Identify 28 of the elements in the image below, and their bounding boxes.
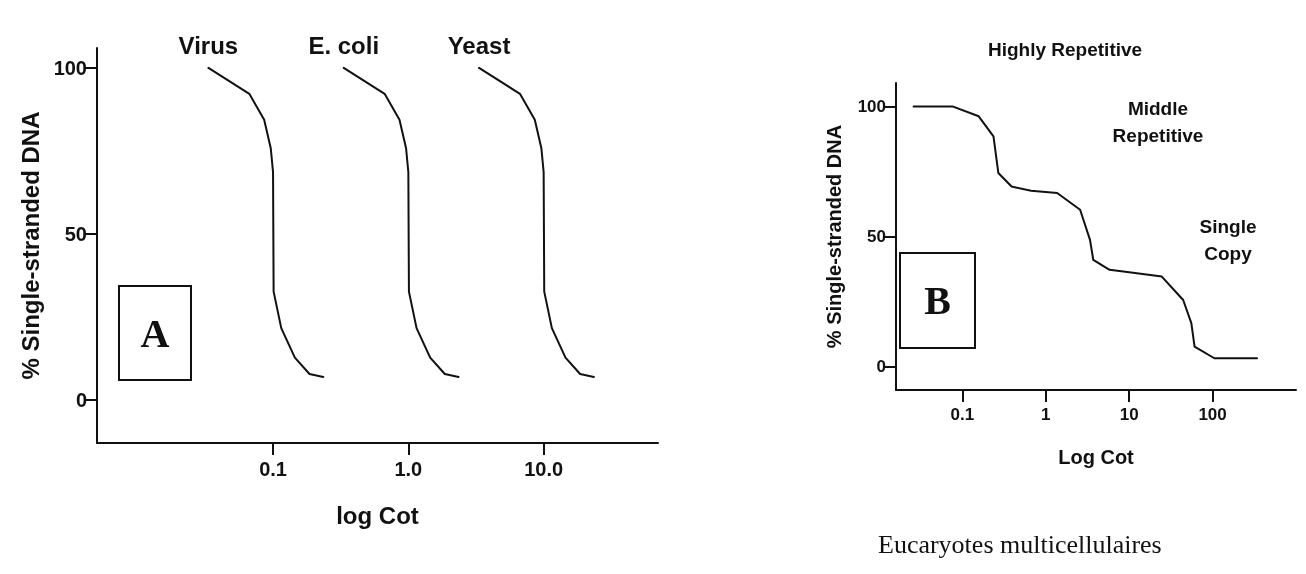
x-tick-label: 0.1	[259, 458, 287, 480]
annotation: Single Copy	[1198, 215, 1258, 266]
series-label: Virus	[178, 32, 239, 60]
y-axis-title: % Single-stranded DNA	[17, 111, 45, 380]
series-label: E. coli	[308, 32, 380, 60]
y-tick-label: 0	[876, 357, 886, 377]
y-axis-title: % Single-stranded DNA	[823, 124, 845, 349]
text: Eucaryotes multicellulaires	[878, 530, 1162, 560]
x-tick-label: 0.1	[950, 405, 975, 424]
series-label: Yeast	[447, 32, 511, 60]
y-tick-label: 0	[75, 388, 87, 411]
y-tick-label: 100	[53, 56, 87, 79]
letter-box: A	[118, 285, 192, 381]
annotation: A	[140, 309, 170, 357]
y-tick-label: 50	[64, 222, 87, 245]
x-tick-label: 10.0	[524, 458, 564, 480]
annotation: B	[924, 277, 951, 324]
x-tick-label: 100	[1198, 405, 1227, 424]
y-tick-label: 50	[867, 227, 886, 246]
x-tick-label: 1.0	[394, 458, 423, 480]
letter-box: B	[899, 252, 976, 349]
y-tick-label: 100	[857, 96, 886, 116]
x-axis-title: Log Cot	[1058, 446, 1135, 468]
x-tick-label: 10	[1119, 405, 1139, 424]
x-axis-title: log Cot	[336, 501, 419, 529]
x-tick-label: 1	[1041, 405, 1051, 424]
text: Highly Repetitive	[988, 38, 1143, 62]
annotation: Middle Repetitive	[1111, 97, 1205, 148]
